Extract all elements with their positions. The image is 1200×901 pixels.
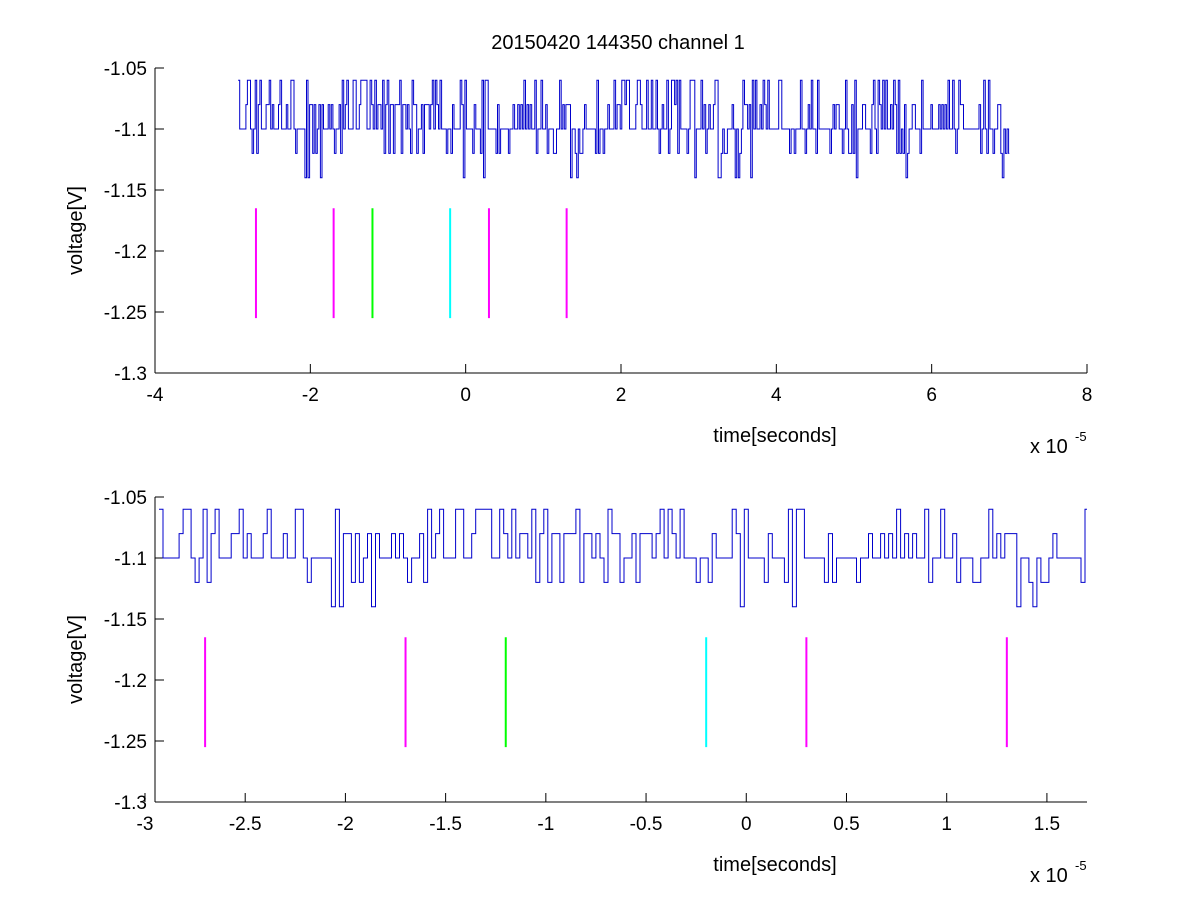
y-tick-label: -1.1 [114,120,147,141]
y-tick-label: -1.05 [104,488,147,509]
x-tick-label: 6 [926,385,937,406]
x-tick-label: 0.5 [833,814,859,835]
y-axis-label: voltage[V] [65,186,87,275]
x-multiplier-exponent: -5 [1075,429,1087,444]
x-multiplier-label: x 10 [1030,436,1068,458]
chart-title: 20150420 144350 channel 1 [491,32,745,54]
bottom-axes: -3 -2.5 -2 -1.5 -1 -0.5 0 0.5 1 1.5 -1.05 -1.1 -1.15… [65,488,1087,887]
top-axes: -4 -2 0 2 4 6 8 -1.05 -1.1 -1.15 -1.2 -1.25 -1.3 time… [65,59,1092,458]
x-tick-label: -1.5 [429,814,462,835]
x-tick-label: 0 [741,814,752,835]
x-tick-label: 2 [616,385,627,406]
x-multiplier-exponent: -5 [1075,858,1087,873]
x-tick-label: -1 [537,814,554,835]
y-tick-label: -1.3 [114,793,147,814]
y-tick-label: -1.25 [104,303,147,324]
x-tick-label: -2 [302,385,319,406]
x-axis-label: time[seconds] [713,425,836,447]
x-tick-label: -3 [137,814,154,835]
y-tick-label: -1.2 [114,242,147,263]
x-tick-label: -2.5 [229,814,262,835]
y-tick-label: -1.15 [104,610,147,631]
x-tick-label: 8 [1082,385,1093,406]
x-tick-label: -4 [147,385,164,406]
y-tick-label: -1.3 [114,364,147,385]
x-tick-label: -2 [337,814,354,835]
x-multiplier-label: x 10 [1030,865,1068,887]
signal-trace [159,508,1087,608]
y-tick-label: -1.1 [114,549,147,570]
x-axis-label: time[seconds] [713,854,836,876]
x-tick-label: 4 [771,385,782,406]
x-tick-label: 0 [460,385,471,406]
y-tick-label: -1.25 [104,732,147,753]
signal-trace [238,79,1010,179]
x-tick-label: 1 [941,814,952,835]
y-axis-label: voltage[V] [65,615,87,704]
y-tick-label: -1.2 [114,671,147,692]
y-tick-label: -1.15 [104,181,147,202]
x-tick-label: 1.5 [1034,814,1060,835]
x-tick-label: -0.5 [630,814,663,835]
y-tick-label: -1.05 [104,59,147,80]
